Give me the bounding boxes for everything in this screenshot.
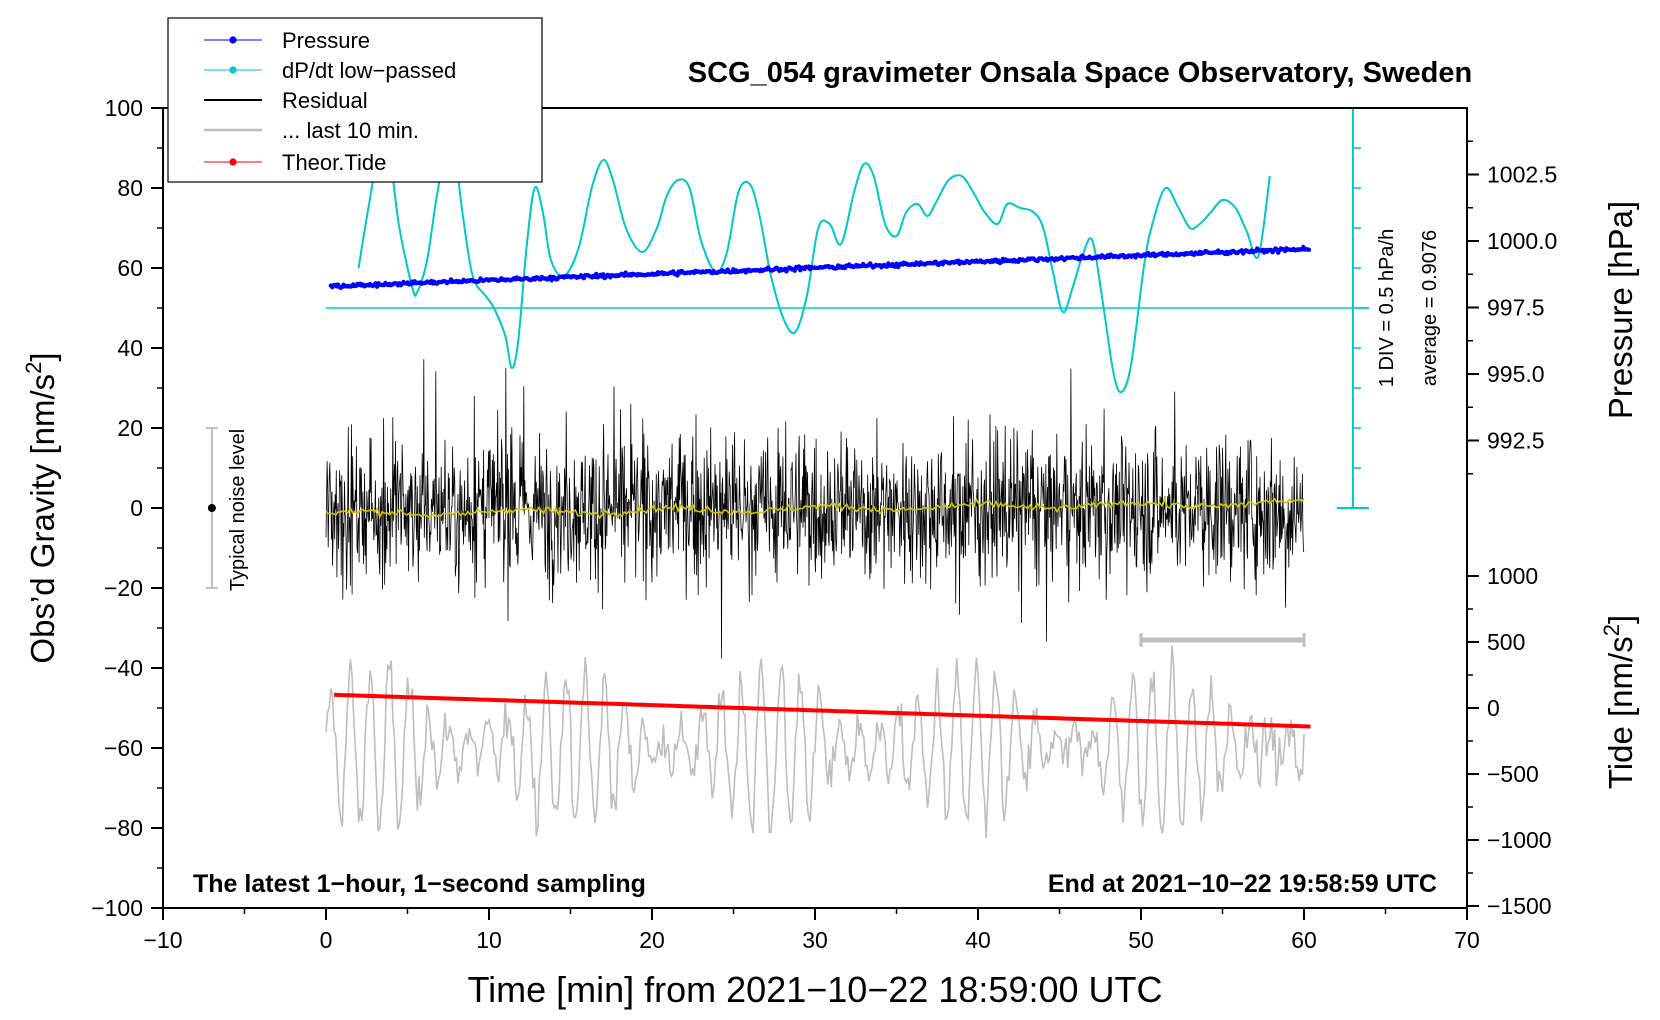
x-tick-label: 60: [1291, 927, 1317, 953]
y-axis-label-gravity: Obs’d Gravity [nm/s2]: [21, 352, 61, 663]
tide-tick-label: 500: [1487, 629, 1525, 655]
x-tick-label: 50: [1128, 927, 1154, 953]
legend-label-residual: Residual: [282, 88, 368, 113]
pressure-series-group: [328, 244, 1312, 290]
pressure-tick-label: 997.5: [1487, 295, 1545, 321]
x-tick-label: 20: [639, 927, 665, 953]
tide-tick-label: −1000: [1487, 827, 1552, 853]
x-tick-label: 40: [965, 927, 991, 953]
legend-label-tide: Theor.Tide: [282, 150, 386, 175]
dpdt-scale-label: 1 DIV = 0.5 hPa/h: [1376, 229, 1398, 387]
y-axis-label-pressure: Pressure [hPa]: [1602, 201, 1639, 419]
tide-tick-label: 0: [1487, 695, 1500, 721]
tide-series-group: [334, 692, 1311, 729]
last10-series-group: [325, 645, 1305, 839]
y-tick-label: −100: [91, 895, 143, 921]
tide-tick-label: −500: [1487, 761, 1539, 787]
y-axis-label-tide-sup: 2: [1599, 624, 1624, 636]
smoothed-residual-line: [325, 496, 1305, 520]
annotation-sampling: The latest 1−hour, 1−second sampling: [193, 870, 646, 898]
chart-annotations-group: [205, 427, 1306, 647]
pressure-point: [675, 273, 680, 278]
dpdt-average-line-group: [326, 107, 1370, 509]
dpdt-line: [357, 137, 1271, 394]
legend-marker-pressure: [229, 36, 237, 44]
pressure-tick-label: 1000.0: [1487, 228, 1557, 254]
x-tick-label: 30: [802, 927, 828, 953]
x-axis: −10 0 10 20 30 40 50 60 70: [143, 908, 1480, 953]
y-tick-label: 40: [117, 335, 143, 361]
last10-line: [325, 645, 1305, 839]
y-tick-label: 60: [117, 255, 143, 281]
pressure-point: [601, 272, 606, 277]
legend-label-pressure: Pressure: [282, 28, 370, 53]
dpdt-average-label: average = 0.9076: [1419, 230, 1441, 386]
pressure-point: [594, 271, 599, 277]
y-tick-label: −60: [104, 735, 143, 761]
y-tick-label: 20: [117, 415, 143, 441]
y-axis-gravity: −100 −80 −60 −40 −20 0 20 40 60 80 100: [91, 95, 163, 921]
y-axis-label-gravity-sup: 2: [21, 362, 46, 374]
smoothed-series-group: [325, 496, 1305, 520]
y-axis-label-tide-close: ]: [1602, 615, 1639, 624]
pressure-tick-label: 992.5: [1487, 428, 1545, 454]
annotation-end-time: End at 2021−10−22 19:58:59 UTC: [1048, 870, 1437, 898]
y-tick-label: 0: [130, 495, 143, 521]
x-tick-label: −10: [143, 927, 182, 953]
pressure-point: [792, 268, 797, 273]
residual-line: [325, 359, 1305, 659]
legend-marker-tide: [229, 158, 237, 166]
chart-title: SCG_054 gravimeter Onsala Space Observat…: [688, 57, 1472, 89]
noise-level-label: Typical noise level: [227, 429, 249, 591]
legend-label-last10: ... last 10 min.: [282, 118, 419, 143]
tide-line: [334, 692, 1311, 729]
y-tick-label: 100: [105, 95, 143, 121]
y-tick-label: −40: [104, 655, 143, 681]
pressure-tick-label: 1002.5: [1487, 162, 1557, 188]
y-axis-tide: −1500 −1000 −500 0 500 1000: [1467, 563, 1552, 919]
residual-series-group: [325, 359, 1305, 659]
y-axis-label-gravity-main: Obs’d Gravity [nm/s: [24, 374, 61, 664]
x-tick-label: 10: [476, 927, 502, 953]
y-tick-label: 80: [117, 175, 143, 201]
x-tick-label: 70: [1454, 927, 1480, 953]
legend-marker-dpdt: [229, 66, 237, 74]
y-axis-label-tide: Tide [nm/s2]: [1599, 615, 1639, 789]
y-axis-pressure: 992.5 995.0 997.5 1000.0 1002.5: [1467, 140, 1557, 475]
legend-label-dpdt: dP/dt low−passed: [282, 58, 456, 83]
y-tick-label: −20: [104, 575, 143, 601]
tide-tick-label: −1500: [1487, 893, 1552, 919]
x-axis-label: Time [min] from 2021−10−22 18:59:00 UTC: [467, 969, 1162, 1010]
x-tick-label: 0: [320, 927, 333, 953]
pressure-tick-label: 995.0: [1487, 361, 1545, 387]
legend: Pressure dP/dt low−passed Residual ... l…: [167, 17, 543, 183]
y-axis-label-gravity-close: ]: [24, 352, 61, 361]
y-axis-label-tide-main: Tide [nm/s: [1602, 636, 1639, 789]
noise-bar-center: [207, 504, 216, 512]
pressure-point: [1306, 247, 1312, 252]
dpdt-series-group: [357, 137, 1271, 394]
y-tick-label: −80: [104, 815, 143, 841]
tide-tick-label: 1000: [1487, 563, 1538, 589]
